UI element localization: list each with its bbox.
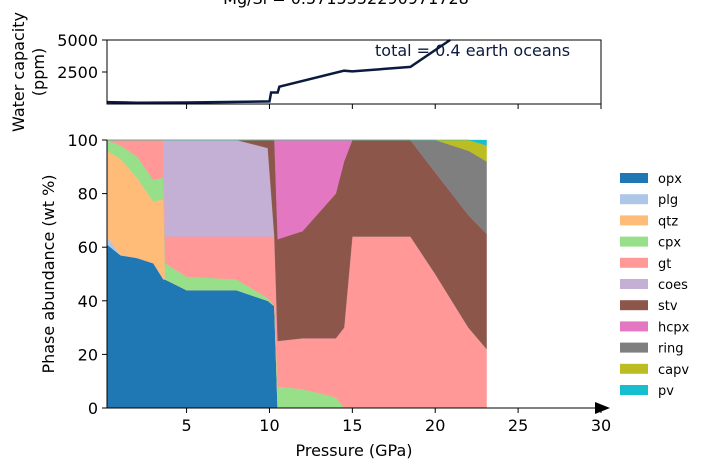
legend-label: cpx (658, 236, 681, 251)
x-tick-label: 30 (591, 416, 611, 435)
legend-swatch (620, 257, 648, 268)
x-tick-label: 20 (425, 416, 445, 435)
legend-label: hcpx (658, 320, 690, 335)
legend-label: plg (658, 193, 678, 208)
legend-swatch (620, 300, 648, 311)
x-tick-label: 15 (342, 416, 362, 435)
x-tick-label: 5 (181, 416, 191, 435)
legend-label: opx (658, 172, 682, 187)
axis-arrow (595, 402, 610, 414)
legend-swatch (620, 215, 648, 226)
legend-swatch (620, 236, 648, 247)
area (107, 139, 487, 146)
legend-label: capv (658, 363, 689, 378)
y-axis-label: Water capacity (9, 12, 28, 132)
y-tick-label: 5000 (57, 31, 98, 50)
y-tick-label: 20 (78, 345, 98, 364)
axes-frame (106, 39, 602, 105)
y-axis-label: (ppm) (29, 48, 48, 96)
y-tick-label: 80 (78, 185, 98, 204)
legend-swatch (620, 342, 648, 353)
legend-swatch (620, 363, 648, 374)
y-tick-label: 2500 (57, 63, 98, 82)
legend-label: stv (658, 299, 678, 314)
y-tick-label: 40 (78, 292, 98, 311)
y-tick-label: 60 (78, 238, 98, 257)
legend-label: ring (658, 342, 683, 357)
legend-swatch (620, 385, 648, 395)
x-axis-label: Pressure (GPa) (295, 441, 412, 460)
legend-swatch (620, 173, 648, 183)
chart-title: Mg/Si = 0.5715352290971728 (223, 0, 469, 8)
annotation: total = 0.4 earth oceans (375, 41, 570, 60)
legend-swatch (620, 279, 648, 289)
legend-label: gt (658, 257, 671, 272)
y-axis-label: Phase abundance (wt %) (39, 174, 58, 373)
y-tick-label: 0 (88, 399, 98, 418)
data-line (106, 38, 451, 104)
x-tick-label: 10 (259, 416, 279, 435)
legend-label: coes (658, 278, 688, 293)
legend-label: qtz (658, 214, 678, 229)
legend-swatch (620, 321, 648, 332)
legend-swatch (620, 194, 648, 205)
legend-label: pv (658, 384, 674, 399)
x-tick-label: 25 (508, 416, 528, 435)
y-tick-label: 100 (67, 131, 98, 150)
